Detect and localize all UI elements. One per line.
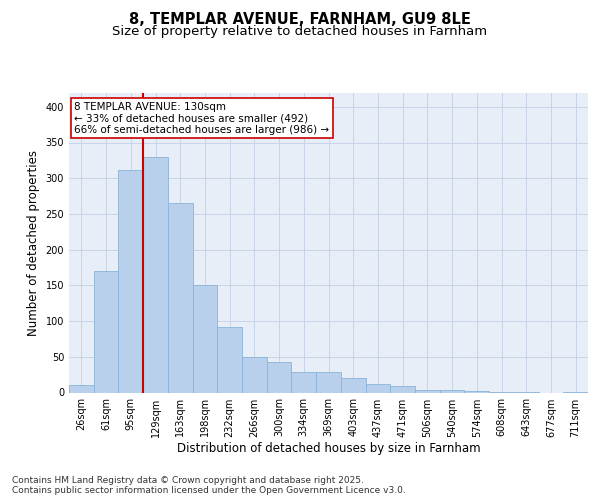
- Text: 8 TEMPLAR AVENUE: 130sqm
← 33% of detached houses are smaller (492)
66% of semi-: 8 TEMPLAR AVENUE: 130sqm ← 33% of detach…: [74, 102, 329, 134]
- Bar: [168, 203, 193, 392]
- Y-axis label: Number of detached properties: Number of detached properties: [27, 150, 40, 336]
- Bar: [193, 286, 217, 393]
- Bar: [464, 391, 489, 392]
- Bar: [415, 390, 440, 392]
- Bar: [118, 170, 143, 392]
- Text: Size of property relative to detached houses in Farnham: Size of property relative to detached ho…: [112, 25, 488, 38]
- Bar: [69, 386, 94, 392]
- Bar: [217, 327, 242, 392]
- Bar: [143, 157, 168, 392]
- Text: 8, TEMPLAR AVENUE, FARNHAM, GU9 8LE: 8, TEMPLAR AVENUE, FARNHAM, GU9 8LE: [129, 12, 471, 28]
- Bar: [440, 390, 464, 392]
- Bar: [316, 372, 341, 392]
- Bar: [341, 378, 365, 392]
- Bar: [267, 362, 292, 392]
- Text: Contains HM Land Registry data © Crown copyright and database right 2025.
Contai: Contains HM Land Registry data © Crown c…: [12, 476, 406, 495]
- Bar: [94, 271, 118, 392]
- Bar: [242, 357, 267, 392]
- X-axis label: Distribution of detached houses by size in Farnham: Distribution of detached houses by size …: [176, 442, 481, 456]
- Bar: [292, 372, 316, 392]
- Bar: [365, 384, 390, 392]
- Bar: [390, 386, 415, 392]
